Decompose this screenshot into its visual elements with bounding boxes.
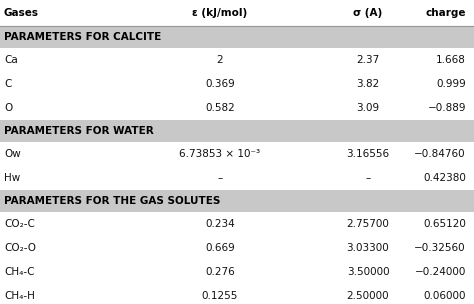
Text: 3.16556: 3.16556 — [346, 149, 390, 159]
Text: Ow: Ow — [4, 149, 21, 159]
Text: 0.234: 0.234 — [205, 219, 235, 229]
Text: 0.42380: 0.42380 — [423, 173, 466, 183]
Text: −0.84760: −0.84760 — [414, 149, 466, 159]
Text: PARAMETERS FOR THE GAS SOLUTES: PARAMETERS FOR THE GAS SOLUTES — [4, 196, 220, 206]
Text: PARAMETERS FOR CALCITE: PARAMETERS FOR CALCITE — [4, 32, 161, 42]
Text: CH₄-C: CH₄-C — [4, 267, 35, 277]
Bar — [0, 72, 474, 96]
Text: 2.37: 2.37 — [356, 55, 380, 65]
Bar — [0, 26, 474, 48]
Text: CH₄-H: CH₄-H — [4, 291, 35, 301]
Text: 3.82: 3.82 — [356, 79, 380, 89]
Text: –: – — [365, 173, 371, 183]
Text: 0.999: 0.999 — [436, 79, 466, 89]
Text: 0.582: 0.582 — [205, 103, 235, 113]
Text: CO₂-C: CO₂-C — [4, 219, 35, 229]
Text: Gases: Gases — [4, 8, 39, 18]
Text: 2.50000: 2.50000 — [346, 291, 389, 301]
Text: 0.1255: 0.1255 — [202, 291, 238, 301]
Text: 3.03300: 3.03300 — [346, 243, 389, 253]
Bar — [0, 212, 474, 236]
Bar — [0, 48, 474, 72]
Text: 0.669: 0.669 — [205, 243, 235, 253]
Text: 6.73853 × 10⁻³: 6.73853 × 10⁻³ — [180, 149, 261, 159]
Text: 0.276: 0.276 — [205, 267, 235, 277]
Text: −0.32560: −0.32560 — [414, 243, 466, 253]
Bar — [0, 190, 474, 212]
Text: Hw: Hw — [4, 173, 20, 183]
Text: 1.668: 1.668 — [436, 55, 466, 65]
Text: 2: 2 — [217, 55, 223, 65]
Text: 0.369: 0.369 — [205, 79, 235, 89]
Text: 0.65120: 0.65120 — [423, 219, 466, 229]
Text: 2.75700: 2.75700 — [346, 219, 390, 229]
Bar — [0, 120, 474, 142]
Text: O: O — [4, 103, 12, 113]
Text: Ca: Ca — [4, 55, 18, 65]
Text: 3.09: 3.09 — [356, 103, 380, 113]
Text: C: C — [4, 79, 11, 89]
Text: CO₂-O: CO₂-O — [4, 243, 36, 253]
Text: –: – — [218, 173, 223, 183]
Text: ε (kJ/mol): ε (kJ/mol) — [192, 8, 247, 18]
Bar — [0, 166, 474, 190]
Text: σ (A): σ (A) — [354, 8, 383, 18]
Bar — [0, 260, 474, 284]
Text: 0.06000: 0.06000 — [423, 291, 466, 301]
Text: 3.50000: 3.50000 — [346, 267, 389, 277]
Bar — [0, 284, 474, 304]
Bar — [0, 142, 474, 166]
Text: PARAMETERS FOR WATER: PARAMETERS FOR WATER — [4, 126, 154, 136]
Text: −0.889: −0.889 — [428, 103, 466, 113]
Bar — [0, 96, 474, 120]
Text: −0.24000: −0.24000 — [415, 267, 466, 277]
Bar — [0, 236, 474, 260]
Text: charge: charge — [426, 8, 466, 18]
